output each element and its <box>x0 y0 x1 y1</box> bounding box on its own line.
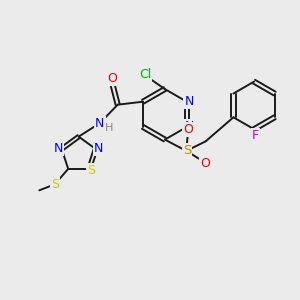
Text: O: O <box>107 72 117 85</box>
Text: S: S <box>51 178 59 191</box>
Text: N: N <box>184 95 194 108</box>
Text: O: O <box>200 158 210 170</box>
Text: F: F <box>252 129 259 142</box>
Text: N: N <box>95 117 105 130</box>
Text: N: N <box>54 142 63 155</box>
Text: S: S <box>183 144 191 158</box>
Text: N: N <box>94 142 103 155</box>
Text: S: S <box>87 164 94 177</box>
Text: H: H <box>105 124 114 134</box>
Text: Cl: Cl <box>139 68 151 81</box>
Text: O: O <box>183 123 193 136</box>
Text: N: N <box>184 121 194 134</box>
